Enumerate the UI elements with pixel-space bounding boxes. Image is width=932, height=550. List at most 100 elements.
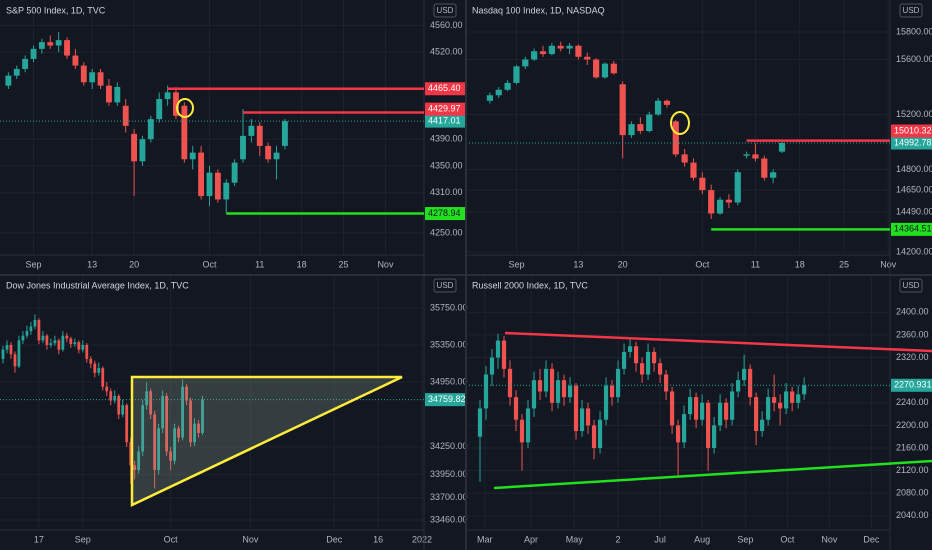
candle-body — [672, 121, 679, 155]
x-tick-label: Oct — [202, 259, 217, 269]
triangle-drawing — [130, 375, 403, 507]
candle-body — [718, 402, 723, 426]
plot — [466, 41, 890, 231]
candle-body — [610, 63, 617, 74]
candle-body — [724, 402, 729, 420]
candle-body — [619, 84, 626, 136]
candle-body — [37, 320, 41, 341]
y-tick-label: 15800.00 — [896, 26, 932, 36]
price-level-tag — [425, 82, 466, 96]
y-tick-label: 15600.00 — [896, 54, 932, 64]
candle-body — [507, 368, 513, 398]
candle-body — [47, 42, 54, 46]
last-price-label: 34759.82 — [428, 394, 466, 404]
candle-body — [548, 45, 555, 55]
candle-body — [593, 59, 600, 78]
candle-body — [64, 40, 70, 56]
candle-body — [105, 386, 109, 392]
price-level-tag — [425, 102, 466, 116]
x-tick-label: Mar — [477, 534, 493, 544]
x-tick-label: Oct — [164, 534, 179, 544]
candle-body — [181, 386, 184, 438]
candle-body — [549, 368, 555, 403]
y-tick-label: 2400.00 — [896, 307, 929, 317]
y-tick-label: 14200.00 — [896, 246, 932, 256]
x-tick-label: 16 — [373, 534, 383, 544]
x-tick-label: Jul — [654, 534, 666, 544]
candle-body — [109, 391, 113, 401]
price-level-tag — [891, 124, 932, 138]
y-tick-label: 2200.00 — [896, 420, 929, 430]
candle-body — [519, 419, 525, 443]
candle-body — [193, 423, 196, 443]
candle-body — [639, 363, 645, 375]
candle-body — [513, 397, 519, 420]
candle-body — [766, 397, 771, 420]
candle-body — [754, 397, 759, 432]
x-tick-label: 25 — [839, 259, 849, 269]
candle-body — [708, 190, 715, 214]
candle-body — [201, 399, 204, 433]
currency-box — [899, 278, 923, 293]
y-tick-label: 2120.00 — [896, 465, 929, 475]
chart-panel: 2040.00 2080.00 2120.00 2160.00 2200.00 2240.… — [466, 275, 932, 550]
candle-body — [761, 158, 768, 178]
last-price-tag — [425, 114, 466, 128]
candle-body — [89, 358, 93, 364]
candle-body — [654, 100, 662, 115]
candle-body — [802, 385, 807, 395]
candle-body — [25, 331, 29, 336]
candle-body — [5, 75, 12, 86]
candle-body — [748, 368, 753, 398]
candle-body — [57, 340, 61, 350]
x-tick-label: Nov — [821, 534, 838, 544]
currency-box — [433, 3, 457, 18]
currency-box — [433, 278, 457, 293]
price-level-label: 4278.94 — [428, 208, 461, 218]
candle-body — [597, 419, 603, 449]
candle-body — [106, 85, 112, 103]
x-tick-label: Oct — [695, 259, 710, 269]
y-tick-label: 2360.00 — [896, 329, 929, 339]
candle-body — [772, 397, 777, 403]
price-level-tag — [425, 207, 466, 221]
candle-body — [585, 408, 591, 426]
currency-label: USD — [903, 6, 920, 15]
candle-body — [681, 154, 688, 163]
candle-body — [522, 59, 529, 67]
y-tick-label: 4250.00 — [430, 227, 463, 237]
candle-body — [157, 428, 161, 470]
y-tick-label: 2320.00 — [896, 352, 929, 362]
candle-body — [5, 345, 9, 350]
candle-body — [61, 335, 65, 350]
candle-body — [41, 335, 45, 341]
x-tick-label: Oct — [780, 534, 795, 544]
price-level-tag — [891, 222, 932, 236]
candle-body — [730, 391, 735, 420]
candle-body — [281, 121, 288, 146]
candle-body — [615, 368, 621, 398]
x-tick-label: 2 — [616, 534, 621, 544]
candle-body — [651, 351, 657, 364]
candle-body — [206, 172, 213, 197]
candle-body — [575, 45, 582, 57]
candle-body — [265, 145, 272, 160]
candle-body — [646, 114, 653, 132]
plot — [0, 314, 424, 489]
candle-body — [117, 395, 121, 415]
y-tick-label: 34250.00 — [430, 441, 468, 451]
candle-body — [495, 340, 501, 358]
candle-body — [165, 395, 169, 452]
y-tick-label: 2160.00 — [896, 442, 929, 452]
candle-body — [778, 402, 783, 409]
chart-title: Russell 2000 Index, 1D, TVC — [472, 280, 588, 290]
x-tick-label: 18 — [795, 259, 805, 269]
price-level-label: 4465.40 — [428, 83, 461, 93]
candle-body — [256, 125, 263, 146]
y-tick-label: 14800.00 — [896, 164, 932, 174]
candle-body — [700, 402, 705, 420]
candle-body — [177, 428, 180, 438]
candle-body — [141, 405, 145, 452]
x-tick-label: 11 — [255, 259, 264, 269]
candle-body — [657, 363, 663, 375]
